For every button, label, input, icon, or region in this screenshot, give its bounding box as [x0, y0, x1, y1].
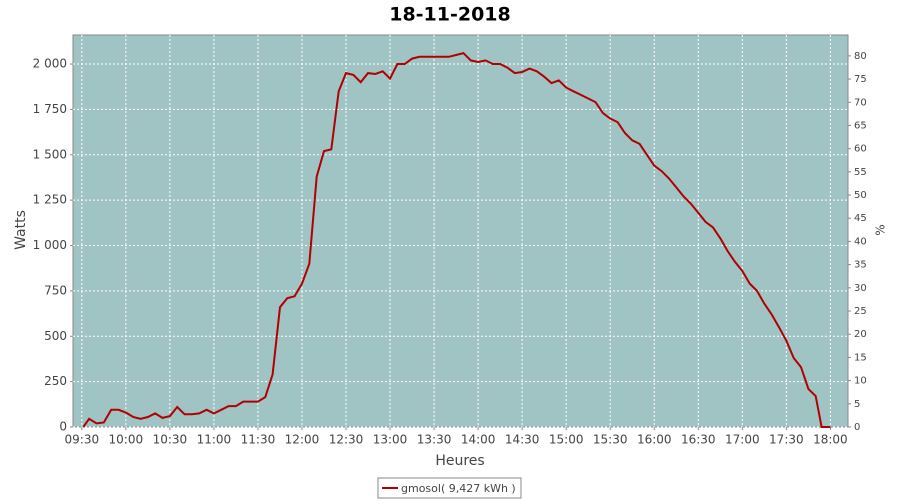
x-tick-label: 15:30: [593, 433, 628, 447]
y-tick-label: 1 000: [33, 238, 67, 252]
x-tick-label: 17:00: [725, 433, 760, 447]
y-axis-label: Watts: [13, 210, 29, 250]
legend-label: gmosol( 9,427 kWh ): [401, 482, 516, 495]
y-tick-label: 0: [59, 420, 67, 434]
chart-title: 18-11-2018: [389, 4, 511, 26]
x-tick-label: 14:30: [505, 433, 540, 447]
y2-tick-label: 5: [854, 399, 860, 410]
y2-tick-label: 15: [854, 352, 867, 363]
y2-tick-label: 60: [854, 144, 867, 155]
x-tick-label: 12:00: [285, 433, 320, 447]
x-tick-label: 18:00: [813, 433, 848, 447]
y2-tick-label: 50: [854, 190, 867, 201]
x-tick-label: 12:30: [329, 433, 364, 447]
x-tick-label: 17:30: [769, 433, 804, 447]
legend: [377, 477, 522, 499]
y2-tick-label: 10: [854, 376, 867, 387]
x-tick-label: 11:00: [197, 433, 232, 447]
y2-tick-label: 45: [854, 213, 867, 224]
x-tick-label: 10:00: [109, 433, 144, 447]
y-tick-label: 250: [44, 374, 67, 388]
y2-tick-label: 30: [854, 283, 867, 294]
y2-tick-label: 0: [854, 422, 860, 433]
y2-tick-label: 65: [854, 120, 867, 131]
x-tick-label: 11:30: [241, 433, 276, 447]
y2-tick-label: 40: [854, 236, 867, 247]
y-tick-label: 750: [44, 283, 67, 297]
x-tick-label: 09:30: [65, 433, 100, 447]
series-line: [82, 51, 831, 428]
x-tick-label: 10:30: [153, 433, 188, 447]
y-tick-label: 1 250: [33, 193, 67, 207]
y2-tick-label: 70: [854, 97, 867, 108]
x-tick-label: 13:30: [417, 433, 452, 447]
x-tick-label: 16:00: [637, 433, 672, 447]
y2-tick-label: 55: [854, 167, 867, 178]
x-axis-label: Heures: [435, 453, 484, 469]
y2-axis-label: %: [874, 224, 888, 235]
plot-area: [72, 34, 849, 428]
y2-tick-label: 35: [854, 260, 867, 271]
y-tick-label: 1 500: [33, 147, 67, 161]
y-tick-label: 2 000: [33, 57, 67, 71]
x-tick-label: 13:00: [373, 433, 408, 447]
y2-tick-label: 75: [854, 74, 867, 85]
x-tick-label: 14:00: [461, 433, 496, 447]
x-tick-label: 16:30: [681, 433, 716, 447]
y-tick-label: 500: [44, 329, 67, 343]
y2-tick-label: 80: [854, 51, 867, 62]
y-tick-label: 1 750: [33, 102, 67, 116]
y2-tick-label: 25: [854, 306, 867, 317]
y2-tick-label: 20: [854, 329, 867, 340]
x-tick-label: 15:00: [549, 433, 584, 447]
